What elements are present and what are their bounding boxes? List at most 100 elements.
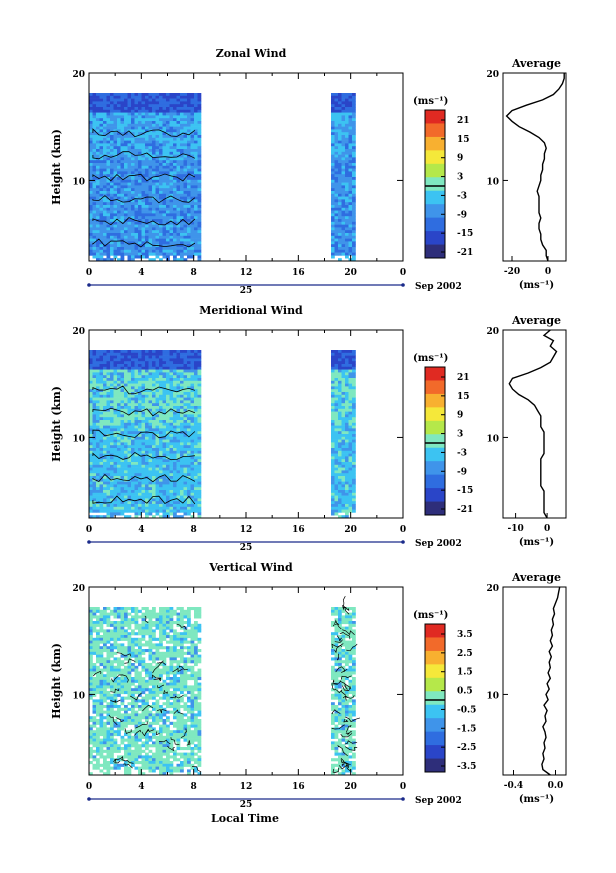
heatmap-cell (113, 255, 118, 259)
heatmap-cell (103, 118, 107, 122)
heatmap-cell (89, 476, 93, 480)
heatmap-cell (166, 121, 170, 125)
heatmap-cell (120, 224, 125, 228)
heatmap-cell (345, 238, 349, 242)
heatmap-cell (113, 623, 118, 627)
heatmap-cell (145, 378, 149, 382)
heatmap-cell (190, 177, 195, 181)
heatmap-cell (331, 372, 335, 376)
heatmap-cell (187, 392, 191, 396)
heatmap-cell (131, 146, 135, 150)
heatmap-cell (338, 470, 342, 474)
heatmap-cell (89, 478, 93, 482)
heatmap-cell (152, 383, 156, 387)
heatmap-cell (345, 445, 349, 449)
heatmap-cell (334, 386, 339, 390)
heatmap-cell (180, 414, 184, 418)
heatmap-cell (341, 350, 346, 354)
heatmap-cell (110, 403, 114, 407)
heatmap-cell (120, 408, 125, 412)
colorbar-tick-label: 9 (457, 154, 463, 164)
heatmap-cell (176, 428, 181, 432)
heatmap-cell (120, 612, 125, 616)
heatmap-cell (162, 129, 167, 133)
heatmap-cell (169, 473, 174, 477)
heatmap-cell (334, 121, 339, 125)
heatmap-cell (148, 448, 153, 452)
heatmap-cell (134, 417, 139, 421)
heatmap-cell (120, 448, 125, 452)
heatmap-cell (145, 439, 149, 443)
heatmap-cell (331, 425, 335, 429)
heatmap-cell (176, 450, 181, 454)
heatmap-cell (338, 177, 342, 181)
heatmap-cell (92, 205, 97, 209)
colorbar-swatch (425, 204, 445, 219)
heatmap-cell (166, 364, 170, 368)
heatmap-cell (169, 199, 174, 203)
heatmap-cell (169, 193, 174, 197)
heatmap-cell (197, 174, 202, 178)
heatmap-cell (89, 163, 93, 167)
heatmap-cell (331, 163, 335, 167)
heatmap-cell (190, 462, 195, 466)
heatmap-cell (127, 618, 132, 622)
heatmap-cell (99, 205, 104, 209)
heatmap-cell (110, 210, 114, 214)
heatmap-cell (166, 235, 170, 239)
heatmap-cell (96, 104, 100, 108)
heatmap-cell (187, 168, 191, 172)
heatmap-cell (176, 470, 181, 474)
heatmap-cell (92, 467, 97, 471)
heatmap-cell (334, 459, 339, 463)
heatmap-cell (183, 140, 188, 144)
heatmap-cell (103, 123, 107, 127)
heatmap-cell (127, 252, 132, 256)
heatmap-cell (159, 241, 163, 245)
heatmap-cell (169, 484, 174, 488)
heatmap-cell (190, 459, 195, 463)
heatmap-cell (341, 247, 346, 251)
heatmap-cell (173, 171, 177, 175)
heatmap-cell (99, 400, 104, 404)
heatmap-cell (124, 129, 128, 133)
heatmap-cell (152, 230, 156, 234)
heatmap-cell (117, 157, 121, 161)
heatmap-cell (341, 487, 346, 491)
heatmap-cell (106, 207, 111, 211)
heatmap-cell (148, 121, 153, 125)
heatmap-cell (155, 210, 160, 214)
heatmap-cell (176, 434, 181, 438)
heatmap-cell (110, 386, 114, 390)
heatmap-cell (194, 383, 198, 387)
heatmap-cell (352, 137, 356, 141)
heatmap-cell (341, 191, 346, 195)
heatmap-cell (106, 515, 111, 519)
heatmap-cell (187, 235, 191, 239)
heatmap-cell (183, 612, 188, 616)
heatmap-cell (187, 118, 191, 122)
heatmap-cell (124, 400, 128, 404)
heatmap-cell (141, 383, 146, 387)
heatmap-cell (99, 143, 104, 147)
heatmap-cell (117, 244, 121, 248)
heatmap-cell (345, 252, 349, 256)
heatmap-cell (113, 151, 118, 155)
heatmap-cell (180, 135, 184, 139)
heatmap-cell (148, 115, 153, 119)
heatmap-cell (113, 112, 118, 116)
heatmap-cell (141, 163, 146, 167)
heatmap-cell (124, 165, 128, 169)
heatmap-cell (138, 492, 142, 496)
date-day-label: 25 (240, 543, 253, 553)
heatmap-cell (345, 202, 349, 206)
heatmap-cell (110, 445, 114, 449)
heatmap-cell (194, 210, 198, 214)
heatmap-cell (338, 383, 342, 387)
heatmap-cell (180, 224, 184, 228)
heatmap-cell (89, 467, 93, 471)
heatmap-cell (141, 216, 146, 220)
heatmap-cell (348, 109, 353, 113)
heatmap-cell (92, 478, 97, 482)
heatmap-cell (120, 137, 125, 141)
